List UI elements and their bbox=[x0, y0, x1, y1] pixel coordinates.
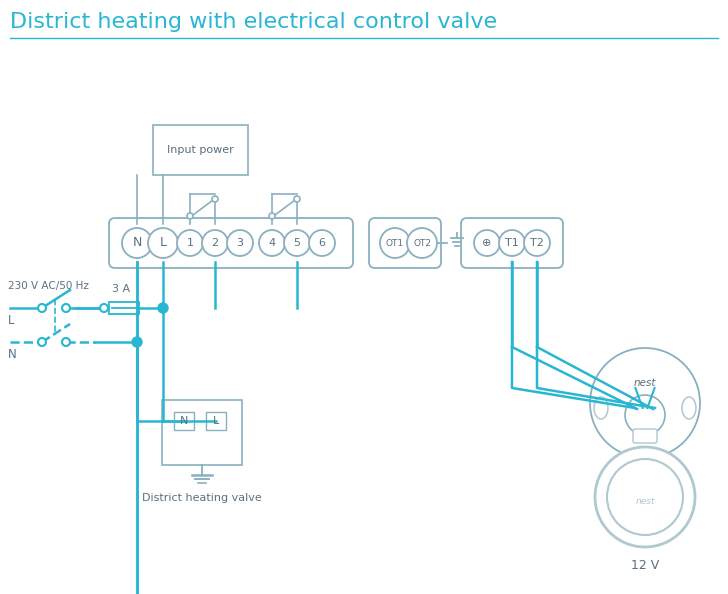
Text: N: N bbox=[180, 416, 188, 426]
Text: OT1: OT1 bbox=[386, 239, 404, 248]
Text: District heating valve: District heating valve bbox=[142, 493, 262, 503]
Circle shape bbox=[212, 196, 218, 202]
Text: 1: 1 bbox=[186, 238, 194, 248]
Circle shape bbox=[177, 230, 203, 256]
Text: 4: 4 bbox=[269, 238, 276, 248]
Text: T2: T2 bbox=[530, 238, 544, 248]
Text: 3 A: 3 A bbox=[112, 284, 130, 294]
Circle shape bbox=[132, 337, 142, 347]
Text: N: N bbox=[132, 236, 142, 249]
Text: nest: nest bbox=[634, 378, 656, 388]
Text: 2: 2 bbox=[211, 238, 218, 248]
Circle shape bbox=[158, 303, 168, 313]
FancyBboxPatch shape bbox=[206, 412, 226, 430]
Text: 12 V: 12 V bbox=[631, 559, 659, 572]
FancyBboxPatch shape bbox=[633, 429, 657, 443]
Circle shape bbox=[148, 228, 178, 258]
Circle shape bbox=[607, 459, 683, 535]
Text: T1: T1 bbox=[505, 238, 519, 248]
Text: ⊕: ⊕ bbox=[483, 238, 491, 248]
Circle shape bbox=[474, 230, 500, 256]
Text: N: N bbox=[8, 348, 17, 361]
FancyBboxPatch shape bbox=[461, 218, 563, 268]
Circle shape bbox=[595, 447, 695, 547]
Text: 230 V AC/50 Hz: 230 V AC/50 Hz bbox=[8, 281, 89, 291]
Text: Input power: Input power bbox=[167, 145, 234, 155]
Circle shape bbox=[625, 395, 665, 435]
FancyBboxPatch shape bbox=[162, 400, 242, 465]
Circle shape bbox=[38, 304, 46, 312]
Circle shape bbox=[294, 196, 300, 202]
Circle shape bbox=[309, 230, 335, 256]
Text: L: L bbox=[213, 416, 219, 426]
Circle shape bbox=[62, 304, 70, 312]
Circle shape bbox=[380, 228, 410, 258]
Circle shape bbox=[499, 230, 525, 256]
Circle shape bbox=[122, 228, 152, 258]
Circle shape bbox=[590, 348, 700, 458]
Circle shape bbox=[62, 338, 70, 346]
Text: 6: 6 bbox=[319, 238, 325, 248]
Text: L: L bbox=[8, 314, 15, 327]
Ellipse shape bbox=[682, 397, 696, 419]
FancyBboxPatch shape bbox=[109, 302, 139, 314]
Circle shape bbox=[202, 230, 228, 256]
Circle shape bbox=[227, 230, 253, 256]
Text: OT2: OT2 bbox=[413, 239, 431, 248]
FancyBboxPatch shape bbox=[174, 412, 194, 430]
FancyBboxPatch shape bbox=[109, 218, 353, 268]
Circle shape bbox=[100, 304, 108, 312]
Text: 5: 5 bbox=[293, 238, 301, 248]
Circle shape bbox=[259, 230, 285, 256]
Text: 3: 3 bbox=[237, 238, 243, 248]
FancyBboxPatch shape bbox=[369, 218, 441, 268]
Circle shape bbox=[187, 213, 193, 219]
Circle shape bbox=[407, 228, 437, 258]
Text: nest: nest bbox=[636, 498, 654, 507]
FancyBboxPatch shape bbox=[153, 125, 248, 175]
Text: District heating with electrical control valve: District heating with electrical control… bbox=[10, 12, 497, 32]
Circle shape bbox=[524, 230, 550, 256]
Circle shape bbox=[269, 213, 275, 219]
Circle shape bbox=[284, 230, 310, 256]
Ellipse shape bbox=[594, 397, 608, 419]
Circle shape bbox=[38, 338, 46, 346]
Text: L: L bbox=[159, 236, 167, 249]
